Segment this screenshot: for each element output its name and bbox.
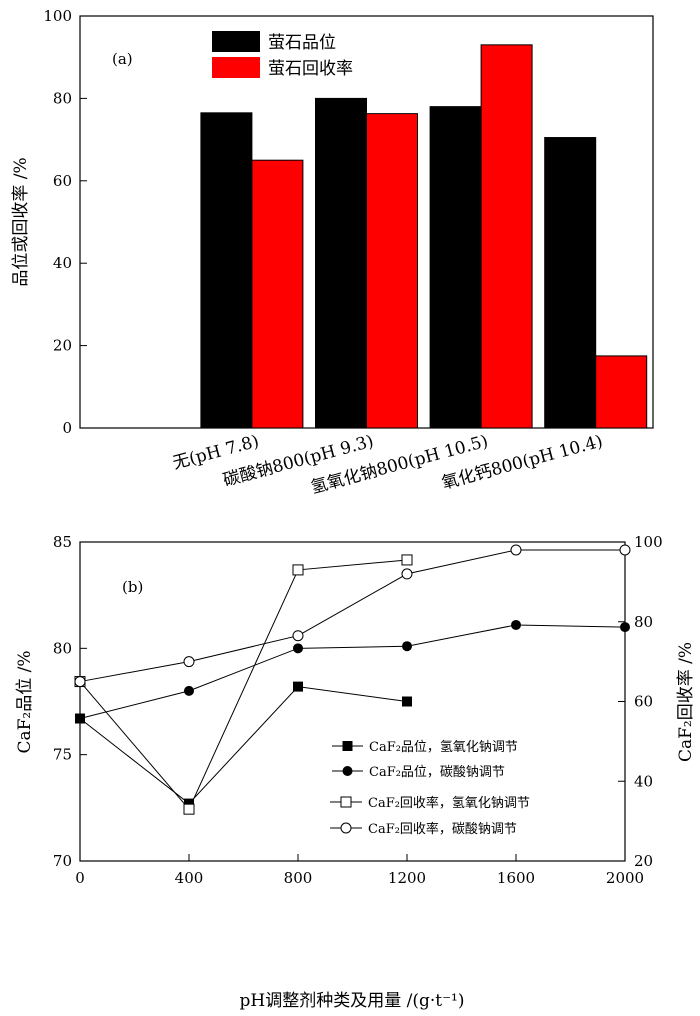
series-2-point-1 bbox=[183, 803, 195, 815]
panel-b-label: (b) bbox=[122, 578, 143, 596]
panel-a-y-tick-label: 20 bbox=[53, 337, 72, 355]
series-0-point-3 bbox=[402, 696, 412, 707]
panel-b-left-tick-label: 85 bbox=[53, 533, 72, 551]
panel-b-right-tick-label: 40 bbox=[634, 772, 653, 790]
panel-b-x-tick-label: 400 bbox=[175, 869, 204, 887]
legend-marker-3 bbox=[340, 822, 352, 834]
legend-label-1: CaF₂品位，碳酸钠调节 bbox=[369, 765, 505, 780]
legend-label-0: CaF₂品位，氢氧化钠调节 bbox=[369, 740, 518, 755]
series-line-0 bbox=[79, 686, 408, 805]
series-3-point-4 bbox=[510, 544, 522, 556]
legend-label-3: CaF₂回收率，碳酸钠调节 bbox=[368, 821, 517, 837]
series-3-point-5 bbox=[619, 544, 631, 556]
series-3-point-1 bbox=[183, 656, 195, 668]
series-3-point-2 bbox=[292, 630, 304, 642]
series-line-1 bbox=[79, 624, 626, 719]
series-2-point-2 bbox=[292, 564, 304, 576]
legend-swatch-grade bbox=[212, 31, 260, 52]
series-3-point-0 bbox=[74, 676, 86, 688]
panel-b-left-tick-label: 75 bbox=[53, 746, 72, 764]
panel-b-left-axis-label: CaF₂品位 /% bbox=[15, 650, 35, 753]
series-2-point-3 bbox=[401, 554, 413, 566]
legend-marker-1 bbox=[342, 766, 353, 776]
legend-label-grade: 萤石品位 bbox=[268, 33, 336, 53]
legend-marker-0 bbox=[342, 741, 353, 751]
panel-b-x-tick-label: 1200 bbox=[388, 869, 426, 887]
panel-a-y-tick-label: 0 bbox=[62, 419, 72, 437]
panel-a-y-tick-label: 40 bbox=[53, 254, 72, 272]
panel-b-x-axis-label: pH调整剂种类及用量 /(g·t⁻¹) bbox=[239, 991, 464, 1011]
bar-grade-4 bbox=[544, 137, 597, 429]
bar-grade-1 bbox=[200, 112, 253, 429]
series-line-2 bbox=[79, 559, 408, 811]
panel-a-y-tick-label: 60 bbox=[53, 172, 72, 190]
panel-b-x-tick-label: 2000 bbox=[606, 869, 644, 887]
panel-a-y-tick-label: 100 bbox=[43, 7, 72, 25]
panel-b-x-tick-label: 800 bbox=[284, 869, 313, 887]
panel-b-right-tick-label: 60 bbox=[634, 693, 653, 711]
bar-recovery-1 bbox=[251, 159, 304, 429]
series-1-point-5 bbox=[620, 622, 630, 633]
series-1-point-2 bbox=[293, 643, 303, 654]
panel-a-y-tick-label: 80 bbox=[53, 89, 72, 107]
panel-b-line-chart: 70 75 80 85 20 40 60 80 100 0 400 800 1200 1600 2000… bbox=[15, 533, 696, 1011]
series-3-point-3 bbox=[401, 568, 413, 580]
series-1-point-0 bbox=[75, 713, 85, 724]
panel-b-right-tick-label: 80 bbox=[634, 613, 653, 631]
bar-recovery-3 bbox=[480, 44, 533, 429]
legend-label-2: CaF₂回收率，氢氧化钠调节 bbox=[368, 795, 530, 811]
panel-b-right-axis-label: CaF₂回收率 /% bbox=[676, 642, 696, 762]
legend-marker-2 bbox=[340, 796, 352, 808]
panel-b-left-tick-label: 70 bbox=[53, 852, 72, 870]
series-1-point-1 bbox=[184, 685, 194, 696]
bar-recovery-2 bbox=[366, 113, 418, 429]
bar-grade-3 bbox=[429, 106, 482, 429]
bar-grade-2 bbox=[315, 97, 367, 429]
series-1-point-4 bbox=[511, 619, 521, 630]
panel-b-legend: CaF₂品位，氢氧化钠调节 CaF₂品位，碳酸钠调节 CaF₂回收率，氢氧化钠调节 C… bbox=[330, 740, 530, 837]
panel-b-x-tick-label: 1600 bbox=[497, 869, 535, 887]
legend-swatch-recovery bbox=[212, 57, 260, 78]
series-0-point-2 bbox=[293, 681, 303, 692]
panel-b-x-tick-label: 0 bbox=[75, 869, 85, 887]
series-0-point-1 bbox=[184, 798, 194, 809]
panel-a-label: (a) bbox=[112, 50, 133, 68]
panel-b-left-tick-label: 80 bbox=[53, 639, 72, 657]
bar-recovery-4 bbox=[595, 355, 648, 429]
series-1-point-3 bbox=[402, 641, 412, 652]
legend-label-recovery: 萤石回收率 bbox=[268, 59, 353, 79]
panel-b-right-tick-label: 20 bbox=[634, 852, 653, 870]
panel-a-y-axis-label: 品位或回收率 /% bbox=[11, 157, 31, 286]
panel-a-legend: 萤石品位 萤石回收率 bbox=[212, 31, 353, 79]
series-line-3 bbox=[79, 549, 625, 683]
panel-b-plot-frame bbox=[79, 541, 626, 862]
panel-b-right-tick-label: 100 bbox=[634, 533, 663, 551]
